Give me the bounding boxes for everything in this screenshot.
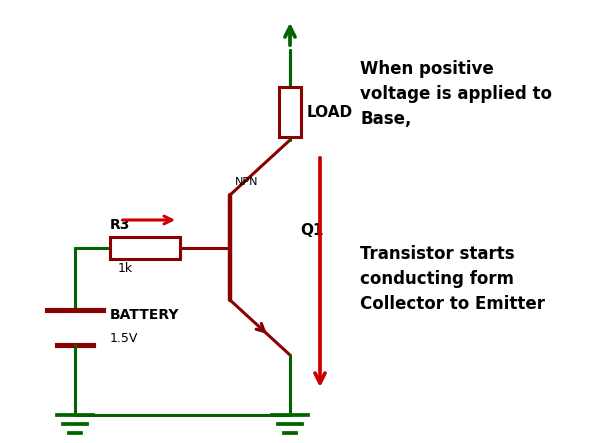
Text: 1k: 1k — [118, 262, 133, 275]
Text: When positive
voltage is applied to
Base,: When positive voltage is applied to Base… — [360, 60, 552, 128]
Text: NPN: NPN — [235, 177, 259, 187]
Bar — [110, 237, 180, 259]
Text: BATTERY: BATTERY — [110, 308, 179, 322]
Text: Transistor starts
conducting form
Collector to Emitter: Transistor starts conducting form Collec… — [360, 245, 545, 313]
Text: R3: R3 — [110, 218, 130, 232]
Text: LOAD: LOAD — [307, 105, 353, 120]
Text: Q1: Q1 — [300, 223, 323, 238]
Bar — [279, 87, 301, 137]
Text: 1.5V: 1.5V — [110, 332, 139, 345]
